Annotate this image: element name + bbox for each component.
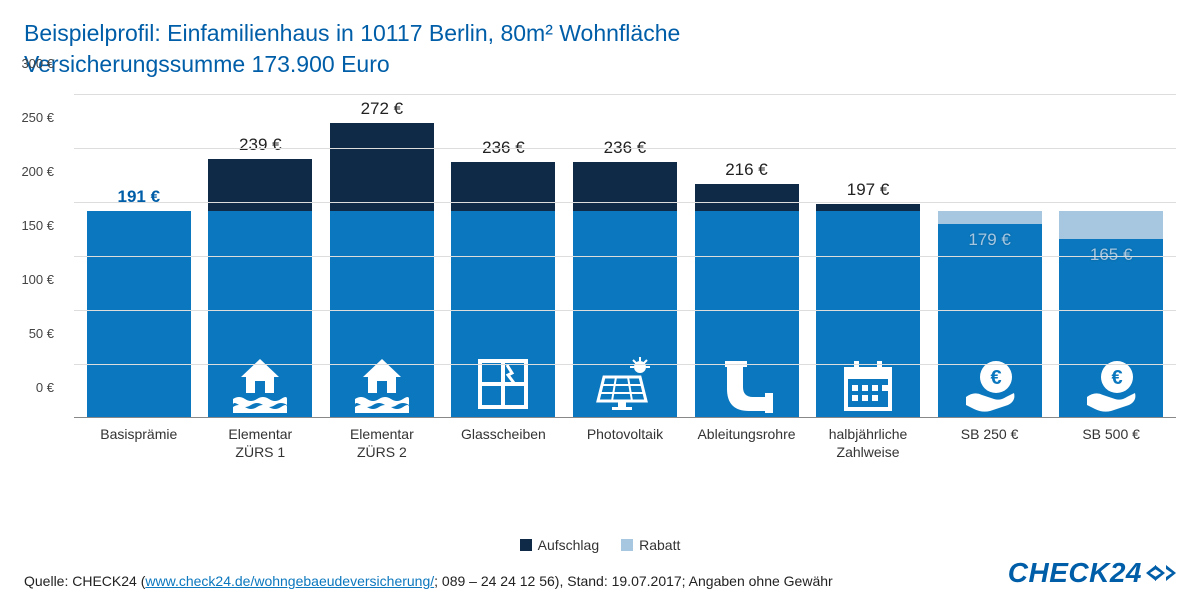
- bar-segment-discount: [938, 211, 1042, 224]
- svg-text:€: €: [990, 367, 1001, 389]
- grid-line: [74, 148, 1176, 149]
- footer: Quelle: CHECK24 (www.check24.de/wohngeba…: [24, 557, 1176, 589]
- brand-logo: CHECK24: [1008, 557, 1176, 589]
- bar-column: 272 €: [330, 123, 434, 417]
- flood-house-icon: [330, 347, 434, 413]
- euro-hand-icon: €: [938, 347, 1042, 413]
- bar-value-label: 197 €: [816, 180, 920, 200]
- svg-text:€: €: [1112, 367, 1123, 389]
- x-axis-label: halbjährlicheZahlweise: [816, 426, 920, 461]
- x-axis-label: ElementarZÜRS 2: [330, 426, 434, 461]
- chart-area: 0 €50 €100 €150 €200 €250 €300 € 191 €23…: [60, 94, 1176, 494]
- x-axis-label: Ableitungsrohre: [695, 426, 799, 461]
- bar-segment-base: [208, 211, 312, 417]
- swatch-surcharge: [520, 539, 532, 551]
- bar-inner-value-label: 179 €: [938, 230, 1042, 250]
- brand-arrows-icon: [1146, 562, 1176, 584]
- bar-column: 179 € €: [938, 211, 1042, 417]
- bar-column: 236 €: [451, 162, 555, 417]
- euro-hand-icon: €: [1059, 347, 1163, 413]
- legend-discount-label: Rabatt: [639, 537, 680, 553]
- source-text: Quelle: CHECK24 (www.check24.de/wohngeba…: [24, 573, 833, 589]
- bar-stack: 165 € €: [1059, 211, 1163, 417]
- x-axis-label: Photovoltaik: [573, 426, 677, 461]
- bar-segment-discount: [1059, 211, 1163, 239]
- plot-region: 191 €239 €272 €236 €236 €216 €197 €179 €…: [74, 94, 1176, 418]
- bar-column: 191 €: [87, 211, 191, 417]
- bar-stack: 179 € €: [938, 211, 1042, 417]
- bar-segment-base: [330, 211, 434, 417]
- bar-segment-base: [573, 211, 677, 417]
- legend: Aufschlag Rabatt: [0, 537, 1200, 553]
- bar-inner-value-label: 165 €: [1059, 245, 1163, 265]
- legend-discount: Rabatt: [621, 537, 680, 553]
- solar-panel-icon: [573, 347, 677, 413]
- bar-stack: 191 €: [87, 211, 191, 417]
- grid-line: [74, 310, 1176, 311]
- bar-value-label: 191 €: [87, 187, 191, 207]
- bar-segment-base: [816, 211, 920, 417]
- source-suffix: ; 089 – 24 24 12 56), Stand: 19.07.2017;…: [434, 573, 833, 589]
- brand-text: CHECK24: [1008, 557, 1142, 589]
- flood-house-icon: [208, 347, 312, 413]
- swatch-discount: [621, 539, 633, 551]
- grid-line: [74, 202, 1176, 203]
- x-axis-label: SB 250 €: [938, 426, 1042, 461]
- x-axis-label: SB 500 €: [1059, 426, 1163, 461]
- x-axis-label: ElementarZÜRS 1: [208, 426, 312, 461]
- title-line-1: Beispielprofil: Einfamilienhaus in 10117…: [24, 20, 680, 46]
- bar-segment-surcharge: [451, 162, 555, 211]
- pipe-icon: [695, 347, 799, 413]
- x-axis-label: Basisprämie: [87, 426, 191, 461]
- bar-stack: 216 €: [695, 184, 799, 417]
- bar-segment-base: 165 € €: [1059, 239, 1163, 417]
- x-axis-label: Glasscheiben: [451, 426, 555, 461]
- bar-segment-base: 179 € €: [938, 224, 1042, 417]
- bar-stack: 239 €: [208, 159, 312, 417]
- bar-segment-base: [451, 211, 555, 417]
- bar-column: 236 €: [573, 162, 677, 417]
- y-axis: 0 €50 €100 €150 €200 €250 €300 €: [24, 94, 60, 494]
- title-line-2: Versicherungssumme 173.900 Euro: [24, 51, 390, 77]
- grid-line: [74, 94, 1176, 95]
- source-prefix: Quelle: CHECK24 (: [24, 573, 145, 589]
- bar-segment-surcharge: [695, 184, 799, 211]
- bar-segment-base: [87, 211, 191, 417]
- bar-column: 165 € €: [1059, 211, 1163, 417]
- x-axis-labels: Basisprämie ElementarZÜRS 1 ElementarZÜRS …: [74, 426, 1176, 461]
- bar-segment-surcharge: [573, 162, 677, 211]
- broken-window-icon: [451, 347, 555, 413]
- bar-stack: 272 €: [330, 123, 434, 417]
- source-link[interactable]: www.check24.de/wohngebaeudeversicherung/: [145, 573, 434, 589]
- bar-segment-base: [695, 211, 799, 417]
- bar-stack: 236 €: [451, 162, 555, 417]
- bar-column: 239 €: [208, 159, 312, 417]
- y-tick: 300 €: [21, 56, 54, 132]
- legend-surcharge-label: Aufschlag: [538, 537, 599, 553]
- calendar-icon: [816, 347, 920, 413]
- chart-title: Beispielprofil: Einfamilienhaus in 10117…: [24, 18, 1176, 80]
- bar-value-label: 216 €: [695, 160, 799, 180]
- bar-segment-surcharge: [330, 123, 434, 210]
- bar-value-label: 272 €: [330, 99, 434, 119]
- grid-line: [74, 256, 1176, 257]
- grid-line: [74, 364, 1176, 365]
- bar-column: 216 €: [695, 184, 799, 417]
- bar-stack: 236 €: [573, 162, 677, 417]
- legend-surcharge: Aufschlag: [520, 537, 599, 553]
- bar-value-label: 239 €: [208, 135, 312, 155]
